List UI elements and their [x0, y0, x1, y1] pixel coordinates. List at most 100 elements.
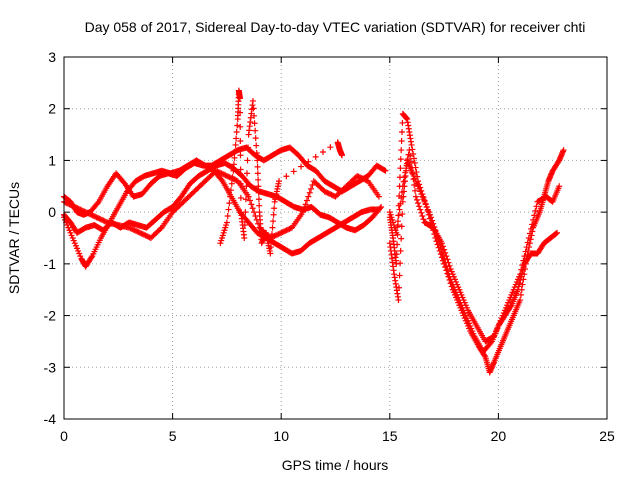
- x-axis-label: GPS time / hours: [282, 457, 389, 473]
- data-point-interp: [397, 260, 404, 267]
- data-point-interp: [403, 165, 410, 172]
- data-point-interp: [320, 149, 327, 156]
- data-point-interp: [269, 224, 276, 231]
- data-point-interp: [396, 206, 403, 213]
- data-point-interp: [507, 303, 514, 310]
- data-point-interp: [85, 210, 92, 217]
- data-point-interp: [276, 230, 283, 237]
- data-point-interp: [516, 280, 523, 287]
- data-point-interp: [221, 171, 228, 178]
- data-point: [236, 95, 243, 102]
- data-point: [82, 209, 89, 216]
- data-point-interp: [399, 211, 406, 218]
- data-point-interp: [489, 333, 496, 340]
- data-point-interp: [361, 176, 368, 183]
- data-point-interp: [241, 222, 248, 229]
- data-point-interp: [412, 187, 419, 194]
- data-point-interp: [407, 158, 414, 165]
- data-point: [517, 297, 524, 304]
- data-point-interp: [252, 127, 259, 134]
- data-point: [393, 260, 400, 267]
- data-point: [408, 141, 415, 148]
- data-point-interp: [284, 226, 291, 233]
- data-point-interp: [244, 157, 251, 164]
- data-point-interp: [270, 211, 277, 218]
- data-point-interp: [409, 170, 416, 177]
- y-tick-label: 2: [48, 101, 56, 117]
- data-point-interp: [394, 241, 401, 248]
- data-point-interp: [519, 281, 526, 288]
- data-point-interp: [413, 196, 420, 203]
- data-point-interp: [397, 156, 404, 163]
- data-point-interp: [440, 243, 447, 250]
- data-point-interp: [131, 227, 138, 234]
- data-point-interp: [403, 160, 410, 167]
- data-point-interp: [527, 225, 534, 232]
- data-point-interp: [327, 191, 334, 198]
- data-point-interp: [519, 262, 526, 269]
- data-point-interp: [70, 203, 77, 210]
- data-point: [137, 229, 144, 236]
- data-point-interp: [286, 225, 293, 232]
- data-point-interp: [80, 207, 87, 214]
- data-point-interp: [532, 207, 539, 214]
- data-point-interp: [62, 199, 69, 206]
- data-point: [395, 297, 402, 304]
- data-point-interp: [312, 153, 319, 160]
- data-point: [267, 250, 274, 257]
- data-point-interp: [227, 187, 234, 194]
- data-points: [61, 87, 567, 376]
- data-point-interp: [530, 216, 537, 223]
- data-point-interp: [445, 259, 452, 266]
- data-point-interp: [518, 266, 525, 273]
- data-point-interp: [226, 200, 233, 207]
- data-point-interp: [219, 171, 226, 178]
- data-point-interp: [397, 200, 404, 207]
- data-point-interp: [251, 112, 258, 119]
- data-point-interp: [256, 202, 263, 209]
- data-point-interp: [88, 254, 95, 261]
- data-point-interp: [399, 189, 406, 196]
- data-point: [554, 229, 561, 236]
- data-point-interp: [254, 163, 261, 170]
- data-point-interp: [127, 225, 134, 232]
- data-point-interp: [237, 152, 244, 159]
- y-tick-label: -1: [44, 256, 57, 272]
- data-point-interp: [415, 200, 422, 207]
- data-point-interp: [237, 166, 244, 173]
- data-point: [412, 193, 419, 200]
- series-2: [61, 144, 389, 218]
- data-point-interp: [520, 257, 527, 264]
- data-point-interp: [243, 183, 250, 190]
- data-point-interp: [416, 203, 423, 210]
- data-point: [93, 214, 100, 221]
- data-point: [339, 152, 346, 159]
- data-point-interp: [531, 212, 538, 219]
- data-point: [249, 97, 256, 104]
- data-point-interp: [290, 168, 297, 175]
- data-point-interp: [135, 229, 142, 236]
- data-point-interp: [397, 165, 404, 172]
- data-point-interp: [283, 227, 290, 234]
- x-tick-label: 25: [599, 428, 615, 444]
- data-point: [375, 193, 382, 200]
- data-point: [276, 178, 283, 185]
- data-point: [241, 235, 248, 241]
- data-point: [406, 147, 413, 154]
- data-point-interp: [63, 200, 70, 207]
- data-point: [354, 172, 361, 179]
- data-point-interp: [242, 209, 249, 216]
- data-point-interp: [255, 176, 262, 183]
- data-point-interp: [402, 169, 409, 176]
- data-point-interp: [217, 169, 224, 176]
- data-point-interp: [237, 109, 244, 116]
- data-point-interp: [224, 213, 231, 220]
- data-point-interp: [138, 230, 145, 237]
- data-point-interp: [268, 237, 275, 244]
- data-point-interp: [404, 156, 411, 163]
- data-point-interp: [524, 239, 531, 246]
- data-point-interp: [533, 203, 540, 210]
- data-point-interp: [394, 224, 401, 231]
- series-4: [61, 167, 382, 241]
- data-point: [382, 167, 389, 174]
